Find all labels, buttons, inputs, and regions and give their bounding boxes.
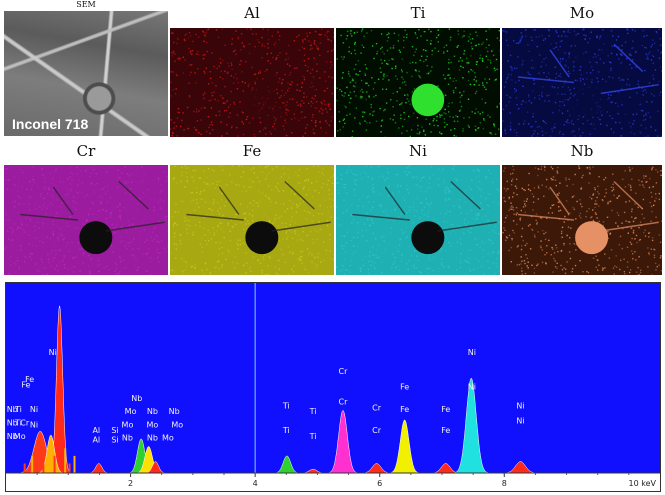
x-axis-tick-label: 6 xyxy=(377,479,382,488)
peak-label: Ni xyxy=(516,401,524,410)
peak-label: Nb xyxy=(131,394,142,403)
peak-label: Ni xyxy=(30,420,38,429)
mo-map xyxy=(502,28,662,137)
peak-label: Ni xyxy=(49,348,57,357)
spectrum-peak xyxy=(389,419,421,474)
peak-label: Mo xyxy=(171,420,183,429)
x-axis-unit-label: 10 keV xyxy=(629,479,657,488)
map-texture xyxy=(336,165,500,275)
map-texture xyxy=(4,165,168,275)
peak-label: Si xyxy=(111,426,118,435)
peak-label: Nb xyxy=(169,407,180,416)
ti-map xyxy=(336,28,500,137)
peak-label: Fe xyxy=(400,382,409,391)
map-texture xyxy=(502,28,662,137)
particle-blob xyxy=(575,221,609,255)
map-label-ti: Ti xyxy=(410,4,426,22)
peak-label: Ti xyxy=(14,405,22,414)
peak-label: Nb xyxy=(7,405,18,414)
eds-spectrum: Nb Nb Nb Ti Ti Mo Cr Fe Fe Ni Ni Ni Al Al Si Si Nb Mo Nb Nb… xyxy=(5,282,661,492)
peak-label: Cr xyxy=(20,419,30,428)
particle-blob xyxy=(575,83,608,117)
peak-label: Al xyxy=(92,426,100,435)
spectrum-peak xyxy=(453,377,489,474)
peak-label: Nb xyxy=(147,434,158,443)
peak-label: Mo xyxy=(122,420,134,429)
particle-blob xyxy=(79,221,113,255)
peak-label: Fe xyxy=(441,405,450,414)
sem-image: Inconel 718 xyxy=(4,11,168,136)
peak-label: Fe xyxy=(25,375,34,384)
peak-label: Nb xyxy=(7,432,18,441)
peak-label: Cr xyxy=(339,367,349,376)
al-map xyxy=(170,28,334,137)
x-axis-tick-label: 2 xyxy=(128,479,133,488)
peak-label: Ni xyxy=(468,348,476,357)
spectrum-peak xyxy=(37,434,65,474)
sem-caption: Inconel 718 xyxy=(12,116,89,132)
cr-map xyxy=(4,165,168,275)
map-label-al: Al xyxy=(244,4,260,22)
peak-label: Mo xyxy=(146,420,158,429)
map-texture xyxy=(170,165,334,275)
sem-panel-label: SEM xyxy=(76,0,96,9)
ni-map xyxy=(336,165,500,275)
peak-label: Ni xyxy=(30,405,38,414)
peak-label: Fe xyxy=(400,405,409,414)
map-label-cr: Cr xyxy=(76,142,96,160)
map-label-fe: Fe xyxy=(242,142,262,160)
map-texture xyxy=(502,165,662,275)
spectrum-peak xyxy=(273,455,301,474)
peak-label: Nb xyxy=(147,407,158,416)
peak-label: Cr xyxy=(372,403,382,412)
spectrum-peak xyxy=(327,409,359,474)
x-axis-tick-label: 4 xyxy=(253,479,258,488)
map-texture xyxy=(336,28,500,137)
peak-label: Ti xyxy=(282,426,290,435)
peak-label: Cr xyxy=(372,426,382,435)
peak-label: Ti xyxy=(309,432,317,441)
peak-label: Al xyxy=(92,436,100,445)
map-label-nb: Nb xyxy=(570,142,594,160)
peak-label: Si xyxy=(111,436,118,445)
peak-label: Nb xyxy=(7,419,18,428)
peak-label: Ni xyxy=(516,417,524,426)
particle-blob xyxy=(411,221,445,255)
peak-label: Ti xyxy=(14,419,22,428)
fe-map xyxy=(170,165,334,275)
nb-map xyxy=(502,165,662,275)
map-texture xyxy=(170,28,334,137)
peak-label: Ti xyxy=(282,401,290,410)
peak-label: Nb xyxy=(122,434,133,443)
particle-blob xyxy=(245,83,279,117)
peak-label: Mo xyxy=(125,407,137,416)
peak-label: Fe xyxy=(441,426,450,435)
map-label-mo: Mo xyxy=(569,4,595,22)
peak-label: Ti xyxy=(309,407,317,416)
peak-label: Ni xyxy=(468,382,476,391)
peak-label: Mo xyxy=(14,432,26,441)
peak-label: Cr xyxy=(339,398,349,407)
particle-blob xyxy=(411,83,445,117)
particle-blob xyxy=(245,221,279,255)
spectrum-background xyxy=(6,283,660,473)
peak-label: Fe xyxy=(21,381,30,390)
map-label-ni: Ni xyxy=(409,142,427,160)
x-axis-tick-label: 8 xyxy=(502,479,507,488)
peak-label: Mo xyxy=(162,434,174,443)
